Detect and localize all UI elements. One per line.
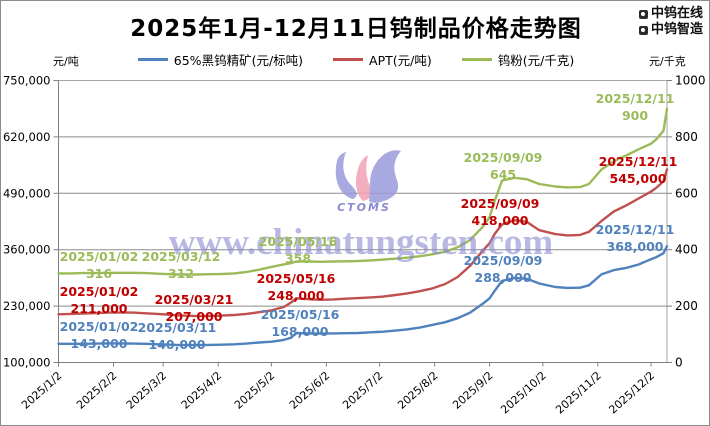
x-axis-tick-label: 2025/5/2	[232, 369, 277, 412]
data-label-value: 358	[284, 251, 312, 266]
brand-icon	[638, 9, 648, 19]
data-label-date: 2025/01/02	[59, 284, 139, 299]
right-axis-tick-label: 200	[675, 299, 698, 313]
left-axis-tick-label: 230,000	[3, 299, 51, 313]
chart-legend: 65%黑钨精矿(元/标吨) APT(元/吨) 钨粉(元/千克)	[1, 50, 709, 69]
data-label: 2025/03/12 312	[142, 248, 221, 282]
series-line-2	[57, 107, 669, 276]
data-label-value: 288,000	[474, 270, 532, 285]
data-label: 2025/01/02 316	[60, 248, 139, 282]
data-label-date: 2025/05/16	[260, 307, 340, 322]
data-label-value: 545,000	[609, 171, 667, 186]
x-axis-tick-label: 2025/11/2	[553, 369, 604, 416]
data-label: 2025/01/02 143,000	[60, 318, 139, 352]
x-axis-tick-label: 2025/12/2	[606, 369, 657, 416]
data-label: 2025/05/16 168,000	[261, 306, 340, 340]
brand-link-ctia[interactable]: 中钨在线	[638, 6, 703, 22]
data-label: 2025/12/11 900	[596, 90, 675, 124]
series-line-1	[57, 168, 669, 318]
brand-icon	[638, 25, 648, 35]
data-label-value: 368,000	[606, 239, 664, 254]
left-axis-tick-label: 100,000	[3, 356, 51, 370]
data-label-date: 2025/12/11	[595, 91, 675, 106]
data-label-date: 2025/09/09	[463, 150, 543, 165]
right-axis-tick-label: 400	[675, 243, 698, 257]
x-axis-tick-label: 2025/6/2	[287, 369, 332, 412]
data-label-value: 140,000	[148, 337, 206, 352]
data-label-value: 207,000	[165, 309, 223, 324]
data-label: 2025/01/02 211,000	[60, 283, 139, 317]
data-label-date: 2025/01/02	[59, 319, 139, 334]
brand-links: 中钨在线 中钨智造	[638, 6, 703, 38]
data-label-value: 168,000	[271, 324, 329, 339]
data-label: 2025/03/21 207,000	[155, 291, 234, 325]
x-axis-tick-label: 2025/10/2	[498, 369, 549, 416]
data-label: 2025/09/09 418,000	[461, 195, 540, 229]
brand-label: 中钨智造	[650, 22, 703, 37]
left-axis-tick-label: 490,000	[3, 186, 51, 200]
left-axis-unit: 元/吨	[53, 55, 79, 68]
legend-line-swatch	[137, 58, 168, 61]
legend-label: 65%黑钨精矿(元/标吨)	[173, 53, 304, 68]
data-label-value: 211,000	[70, 301, 128, 316]
data-label: 2025/12/11 368,000	[596, 221, 675, 255]
data-label: 2025/05/16 358	[259, 233, 338, 267]
data-label-date: 2025/05/16	[258, 234, 338, 249]
x-axis-tick-label: 2025/7/2	[340, 369, 385, 412]
series-line-0	[57, 244, 669, 347]
data-label-date: 2025/09/09	[463, 253, 543, 268]
right-axis-tick-label: 1000	[675, 74, 706, 88]
data-label: 2025/12/11 545,000	[599, 153, 678, 187]
x-axis-tick-label: 2025/2/2	[74, 369, 119, 412]
legend-item-powder: 钨粉(元/千克)	[461, 50, 575, 69]
brand-label: 中钨在线	[650, 6, 703, 21]
data-label-date: 2025/12/11	[598, 154, 678, 169]
data-label-value: 645	[489, 167, 517, 182]
x-axis-tick-label: 2025/3/2	[124, 369, 169, 412]
data-label-value: 248,000	[267, 288, 325, 303]
data-label-date: 2025/03/12	[141, 249, 221, 264]
left-axis-tick-label: 750,000	[3, 74, 51, 88]
data-label: 2025/05/16 248,000	[257, 270, 336, 304]
x-axis-tick-label: 2025/9/2	[450, 369, 495, 412]
page-title: 2025年1月-12月11日钨制品价格走势图	[130, 16, 582, 42]
data-label-value: 900	[621, 108, 649, 123]
data-label-date: 2025/12/11	[595, 222, 675, 237]
legend-label: 钨粉(元/千克)	[497, 53, 575, 68]
right-axis-tick-label: 0	[675, 356, 683, 370]
data-label-value: 143,000	[70, 336, 128, 351]
data-label-date: 2025/09/09	[460, 196, 540, 211]
data-label-value: 418,000	[471, 213, 529, 228]
watermark-text: www.chinatungsten.com	[168, 222, 554, 263]
right-axis-tick-label: 800	[675, 130, 698, 144]
x-axis-tick-label: 2025/4/2	[179, 369, 224, 412]
legend-item-concentrate: 65%黑钨精矿(元/标吨)	[137, 50, 304, 69]
data-label: 2025/09/09 645	[464, 149, 543, 183]
legend-label: APT(元/吨)	[369, 53, 432, 68]
x-axis-tick-label: 2025/8/2	[395, 369, 440, 412]
right-axis-unit: 元/千克	[649, 55, 686, 68]
right-axis-tick-label: 600	[675, 186, 698, 200]
ctoms-logo-text: CTOMS	[337, 201, 391, 214]
x-axis-tick-label: 2025/1/2	[19, 369, 64, 412]
data-label-value: 316	[85, 266, 113, 281]
left-axis-tick-label: 360,000	[3, 243, 51, 257]
data-label-date: 2025/03/11	[137, 320, 217, 335]
brand-link-smart[interactable]: 中钨智造	[638, 22, 703, 38]
data-label-date: 2025/05/16	[256, 271, 336, 286]
left-axis-tick-label: 620,000	[3, 130, 51, 144]
legend-item-apt: APT(元/吨)	[333, 50, 432, 69]
data-label-date: 2025/01/02	[59, 249, 139, 264]
legend-line-swatch	[461, 58, 492, 61]
data-label-value: 312	[167, 266, 195, 281]
data-label: 2025/03/11 140,000	[138, 319, 217, 353]
ctoms-logo	[335, 150, 401, 203]
legend-line-swatch	[333, 58, 364, 61]
data-label-date: 2025/03/21	[154, 292, 234, 307]
data-label: 2025/09/09 288,000	[464, 252, 543, 286]
